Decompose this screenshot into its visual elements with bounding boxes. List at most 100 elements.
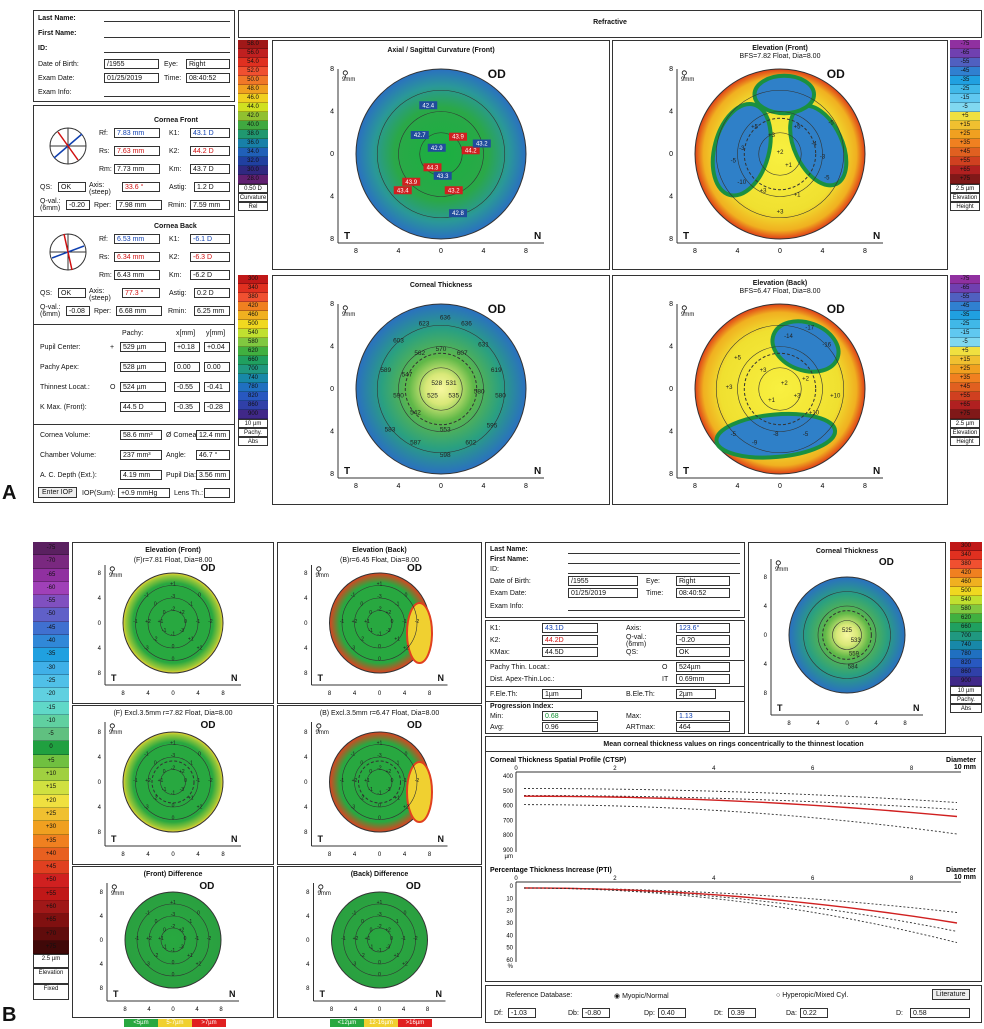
map-ring — [366, 610, 393, 636]
b-k2-label: K2: — [490, 637, 501, 644]
y-tick-label: 4 — [98, 755, 102, 761]
b-dob-field[interactable]: /1955 — [568, 576, 638, 586]
scale-footer-1: Pachy. — [238, 428, 268, 437]
map-value: 43.4 — [397, 188, 409, 194]
zoom-icon[interactable]: ⚲ — [342, 304, 349, 314]
legend-item: 5-7µm — [158, 1019, 192, 1027]
cb-astig-value: 0.2 D — [194, 288, 230, 298]
b-time-field[interactable]: 08:40:52 — [676, 588, 730, 598]
b-exam-date-field[interactable]: 01/25/2019 — [568, 588, 638, 598]
map-ring — [341, 744, 418, 820]
axial-map: 8 4 0 4 88404842.442.742.943.944.243.244.343… — [330, 66, 544, 255]
zoom-icon[interactable]: ⚲ — [317, 883, 325, 893]
b-last-name-label: Last Name: — [490, 546, 528, 553]
map-value: -3 — [180, 787, 185, 793]
cb-rm-label: Rm: — [99, 272, 112, 279]
scale-cell: 420 — [950, 569, 982, 578]
map-value: 603 — [393, 337, 404, 344]
t-label: T — [111, 673, 117, 683]
map-value: 525 — [427, 393, 438, 400]
d-value: 0.22 — [800, 1008, 828, 1018]
zoom-icon[interactable]: ⚲ — [342, 69, 349, 79]
x-tick-label: 4 — [874, 721, 878, 727]
map-value: -1 — [340, 619, 345, 625]
eye-field[interactable]: Right — [186, 59, 230, 69]
map-value: -2 — [377, 607, 382, 613]
map-ring — [355, 915, 404, 965]
scale-cell: -25 — [33, 674, 69, 689]
map-value: -1 — [352, 911, 357, 917]
x-tick-label: 8 — [693, 248, 697, 255]
dob-field[interactable]: /1955 — [104, 59, 159, 69]
x-tick-label: 0 — [439, 248, 443, 255]
od-label: OD — [199, 881, 215, 892]
x-tick-label: 0 — [378, 852, 382, 858]
enter-iop-button[interactable]: Enter IOP — [38, 487, 77, 498]
pachy-map-panel: Corneal Thickness 8 4 0 4 8 8 4 0 4 8 623 636 636 603… — [272, 275, 610, 505]
y-tick-label: 4 — [98, 805, 102, 811]
map-value: -3 — [351, 646, 356, 652]
b-axis-label: Axis: — [626, 625, 642, 632]
map-disc — [331, 891, 428, 989]
ctsp-x-tick: 0 — [514, 766, 518, 772]
b-efx-subtitle: (F) Excl.3.5mm r=7.82 Float, Dia=8.00 — [113, 710, 233, 717]
map-ring — [737, 346, 823, 432]
map-value: +1 — [170, 582, 176, 588]
ctsp-panel: Mean corneal thickness values on rings c… — [485, 736, 982, 982]
d-value: -1.03 — [508, 1008, 536, 1018]
map-value: -3 — [739, 146, 745, 152]
scale-cell: +55 — [33, 887, 69, 902]
pachy-row-y: +0.04 — [204, 342, 230, 352]
b-eye-field[interactable]: Right — [676, 576, 730, 586]
ctsp-y-unit: µm — [505, 854, 513, 860]
zoom-icon[interactable]: ⚲ — [109, 565, 116, 575]
cb-rper-value: 6.68 mm — [116, 306, 162, 316]
map-value: -1 — [135, 936, 140, 942]
pachy-row-label: Thinnest Locat.: — [40, 384, 90, 391]
elevation-front-subtitle: BFS=7.82 Float, Dia=8.00 — [739, 53, 821, 60]
map-value: 0 — [163, 610, 166, 616]
cf-km-label: Km: — [169, 166, 182, 173]
zoom-icon[interactable]: ⚲ — [681, 69, 688, 79]
zoom-icon[interactable]: ⚲ — [109, 722, 116, 732]
scale-cell: 54.0 — [238, 58, 268, 67]
x-tick-label: 8 — [328, 852, 332, 858]
zoom-icon[interactable]: ⚲ — [315, 565, 323, 575]
ctsp-chart-title: Corneal Thickness Spatial Profile (CTSP) — [490, 757, 626, 764]
map-region — [714, 411, 838, 460]
zoom-icon[interactable]: ⚲ — [111, 883, 118, 893]
y-tick-label: 8 — [306, 890, 310, 896]
hyperopic-radio[interactable]: ○ Hyperopic/Mixed Cyl. — [776, 992, 849, 999]
scale-cell: 32.0 — [238, 157, 268, 166]
map-value: +2 — [179, 610, 185, 616]
cb-axis-label: Axis: (steep) — [89, 288, 111, 302]
zoom-icon[interactable]: ⚲ — [315, 722, 323, 732]
scale-footer-2: Abs — [950, 704, 982, 713]
od-label: OD — [407, 563, 422, 574]
cb-k2-value: -6.3 D — [190, 252, 230, 262]
exam-date-field[interactable]: 01/25/2019 — [104, 73, 159, 83]
od-label: OD — [878, 557, 894, 568]
x-tick-label: 4 — [403, 691, 407, 697]
zoom-icon[interactable]: ⚲ — [681, 304, 688, 314]
literature-button[interactable]: Literature — [932, 989, 970, 1000]
ctsp-y-tick: 400 — [503, 774, 514, 780]
map-value: 0 — [404, 911, 407, 917]
cb-km-label: Km: — [169, 272, 182, 279]
ctsp-y-tick: 40 — [506, 933, 513, 939]
map-value: 42.8 — [452, 211, 464, 217]
map-ring — [398, 346, 484, 432]
map-value: -3 — [171, 594, 176, 600]
ctsp-y-tick: 0 — [510, 884, 514, 890]
zoom-icon[interactable]: ⚲ — [775, 559, 782, 569]
scale-cell: 580 — [238, 338, 268, 347]
myopic-radio[interactable]: ◉ Myopic/Normal — [614, 993, 669, 1000]
od-label: OD — [407, 720, 422, 731]
ctsp-x-tick: 8 — [910, 766, 914, 772]
b-back-difference-panel: (Back) Difference 8 4 0 4 8 8 4 0 4 8 0 -1 -2 -3 +1 +2-… — [277, 866, 482, 1018]
time-field[interactable]: 08:40:52 — [186, 73, 230, 83]
map-value: +3 — [760, 368, 768, 374]
lens-th-field[interactable] — [204, 488, 230, 498]
y-tick-label: 8 — [669, 301, 673, 308]
map-ring — [376, 89, 506, 219]
